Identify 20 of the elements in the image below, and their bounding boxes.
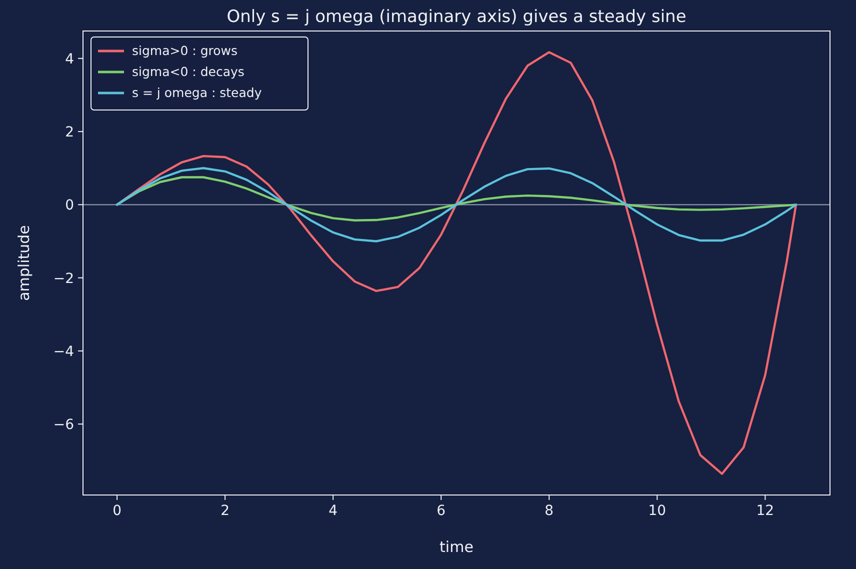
y-axis-title: amplitude <box>15 225 33 301</box>
y-tick-label: 2 <box>65 124 74 141</box>
x-tick-label: 12 <box>756 503 774 519</box>
x-tick-label: 6 <box>436 503 446 519</box>
y-tick-label: 4 <box>65 51 74 68</box>
legend-label: sigma>0 : grows <box>132 43 238 58</box>
x-axis-title: time <box>440 538 474 556</box>
x-tick-label: 4 <box>328 503 338 519</box>
legend-label: sigma<0 : decays <box>132 64 244 79</box>
x-tick-label: 2 <box>220 503 230 519</box>
chart-title: Only s = j omega (imaginary axis) gives a steady sine <box>226 7 686 27</box>
y-tick-label: −2 <box>53 270 74 287</box>
x-tick-label: 10 <box>648 503 666 519</box>
y-tick-label: 0 <box>65 198 74 214</box>
x-tick-label: 8 <box>544 503 554 519</box>
legend-label: s = j omega : steady <box>132 85 262 100</box>
y-tick-label: −6 <box>53 417 74 434</box>
line-series <box>116 167 798 242</box>
y-tick-label: −4 <box>53 344 74 360</box>
x-tick-label: 0 <box>112 503 122 519</box>
